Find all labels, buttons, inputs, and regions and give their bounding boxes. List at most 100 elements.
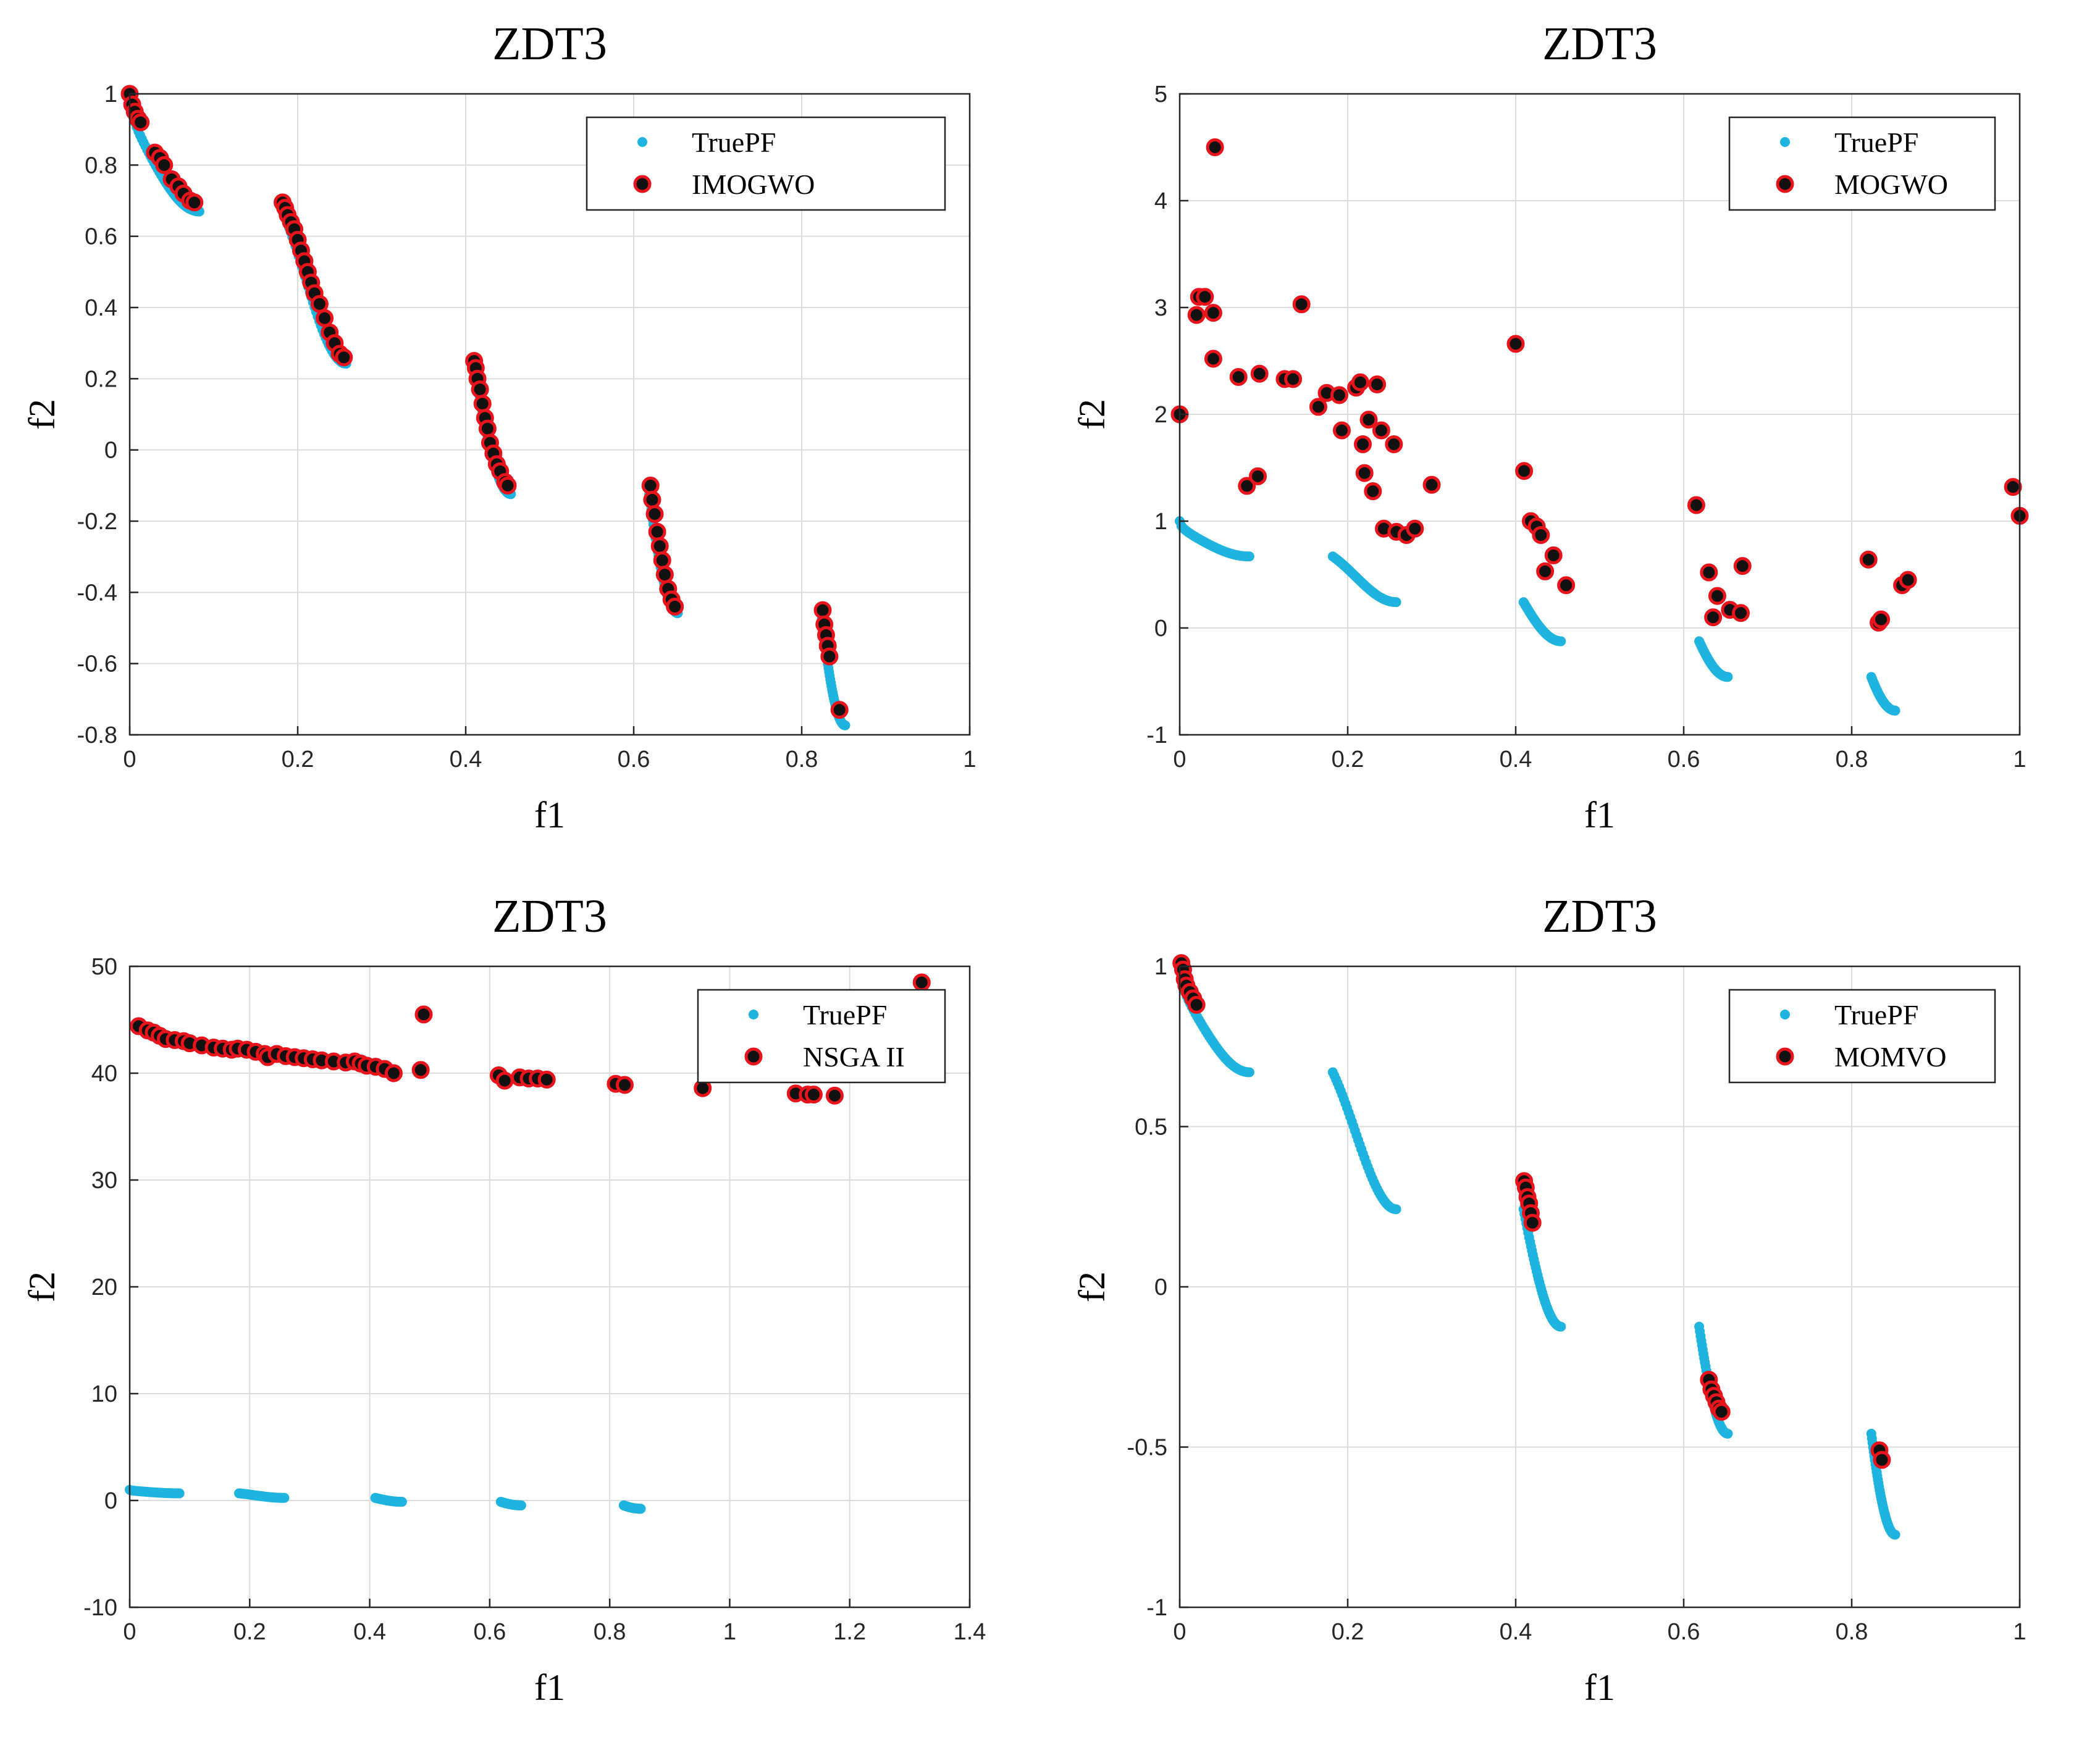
truepf-point — [174, 1488, 185, 1499]
legend-algorithm-label: MOMVO — [1834, 1041, 1946, 1073]
y-tick-label: -0.2 — [77, 509, 117, 535]
algorithm-point — [498, 476, 517, 495]
y-tick-label: 0 — [1154, 616, 1167, 642]
y-tick-label: 1 — [1154, 954, 1167, 980]
algorithm-point — [155, 156, 174, 174]
algorithm-point — [1187, 995, 1206, 1014]
algorithm-point — [2004, 478, 2022, 496]
truepf-point — [1556, 1321, 1566, 1332]
y-tick-label: 0.5 — [1135, 1115, 1167, 1140]
legend-algorithm-marker — [1776, 175, 1794, 193]
algorithm-point — [495, 1071, 514, 1090]
chart-title: ZDT3 — [1542, 890, 1657, 942]
algorithm-point — [411, 1061, 430, 1079]
algorithm-point — [643, 490, 662, 509]
algorithm-point — [1406, 519, 1424, 538]
algorithm-point — [310, 295, 329, 313]
x-tick-label: 1 — [2013, 1619, 2026, 1645]
algorithm-point — [645, 504, 664, 523]
truepf-point — [1890, 1529, 1900, 1540]
x-tick-label: 0.2 — [1332, 747, 1364, 772]
y-tick-label: 0.2 — [85, 366, 117, 392]
legend-box — [1728, 116, 1996, 211]
algorithm-point — [1353, 435, 1372, 453]
algorithm-point — [641, 476, 660, 495]
algorithm-point — [820, 647, 839, 666]
y-axis-label: f2 — [1072, 399, 1112, 430]
algorithm-point — [1422, 475, 1441, 494]
chart-svg: 0 0.2 0.4 0.6 0.8 1-1012345ZDT3f1f2TruePFMOGW… — [1072, 18, 2029, 835]
algorithm-point — [1196, 288, 1214, 306]
algorithm-point — [1506, 335, 1525, 353]
algorithm-point — [1229, 367, 1248, 386]
algorithm-point — [1515, 462, 1534, 480]
algorithm-point — [537, 1070, 556, 1089]
y-tick-label: 0 — [1154, 1274, 1167, 1300]
algorithm-point — [825, 1086, 844, 1105]
legend-truepf-marker — [749, 1010, 758, 1019]
algorithm-point — [1872, 610, 1891, 629]
x-tick-label: 0.6 — [1668, 747, 1700, 772]
legend-truepf-label: TruePF — [1834, 127, 1918, 158]
y-tick-label: -10 — [83, 1595, 117, 1621]
x-tick-label: 0.2 — [282, 747, 314, 772]
y-tick-label: -0.6 — [77, 651, 117, 677]
legend-algorithm-marker — [744, 1047, 763, 1066]
truepf-point — [1890, 705, 1900, 716]
algorithm-point — [414, 1005, 433, 1024]
algorithm-point — [1204, 304, 1222, 322]
algorithm-point — [1557, 576, 1576, 595]
truepf-point — [1556, 636, 1566, 647]
algorithm-point — [1330, 386, 1348, 404]
truepf-point — [1391, 597, 1401, 608]
algorithm-point — [478, 419, 497, 438]
algorithm-point — [185, 193, 204, 212]
legend-algorithm-marker — [633, 175, 652, 193]
algorithm-point — [1250, 364, 1269, 383]
legend-algorithm-marker — [1776, 1047, 1794, 1066]
algorithm-point — [1523, 1213, 1542, 1232]
x-tick-label: 0.6 — [1668, 1619, 1700, 1645]
x-tick-label: 0.4 — [353, 1619, 386, 1645]
y-tick-label: 30 — [91, 1168, 117, 1194]
chart-svg: 0 0.2 0.4 0.6 0.8 1 -1 -0.5 0 0.5 1 ZDT3 f1 f2 TruePF M… — [1072, 890, 2026, 1708]
algorithm-point — [1309, 398, 1327, 416]
algorithm-point — [653, 551, 671, 569]
x-tick-label: 0.8 — [594, 1619, 626, 1645]
y-axis-label: f2 — [1072, 1271, 1112, 1302]
algorithm-point — [1733, 557, 1752, 575]
y-tick-label: 50 — [91, 954, 117, 980]
algorithm-point — [1687, 496, 1705, 514]
algorithm-point — [650, 537, 669, 555]
algorithm-point — [1731, 604, 1750, 622]
x-tick-label: 1 — [963, 747, 976, 772]
x-tick-label: 0.4 — [1500, 1619, 1532, 1645]
x-tick-label: 0 — [123, 1619, 136, 1645]
y-tick-label: 0 — [104, 1488, 117, 1514]
y-tick-label: 0.8 — [85, 153, 117, 178]
chart-title: ZDT3 — [1542, 18, 1657, 70]
y-tick-label: 3 — [1154, 295, 1167, 321]
truepf-point — [1244, 551, 1254, 562]
algorithm-point — [1368, 375, 1387, 394]
legend-truepf-label: TruePF — [803, 999, 887, 1031]
truepf-point — [1723, 672, 1733, 682]
x-tick-label: 1 — [723, 1619, 736, 1645]
algorithm-point — [384, 1064, 403, 1082]
algorithm-point — [1206, 138, 1224, 156]
algorithm-point — [912, 973, 931, 992]
y-tick-label: -1 — [1146, 722, 1167, 748]
algorithm-point — [1532, 525, 1550, 544]
algorithm-point — [471, 380, 489, 399]
algorithm-point — [1712, 1402, 1731, 1421]
algorithm-point — [1873, 1450, 1891, 1469]
x-tick-label: 0.2 — [233, 1619, 266, 1645]
y-tick-label: -0.5 — [1127, 1435, 1167, 1461]
x-tick-label: 0 — [1173, 1619, 1186, 1645]
chart-panel-momvo: 0 0.2 0.4 0.6 0.8 1 -1 -0.5 0 0.5 1 ZDT3 f1 f2 TruePF M… — [1050, 873, 2100, 1745]
axes-frame — [128, 93, 971, 736]
algorithm-point — [830, 701, 849, 719]
algorithm-point — [1708, 587, 1726, 605]
algorithm-point — [1355, 464, 1374, 482]
x-axis-label: f1 — [534, 795, 565, 835]
